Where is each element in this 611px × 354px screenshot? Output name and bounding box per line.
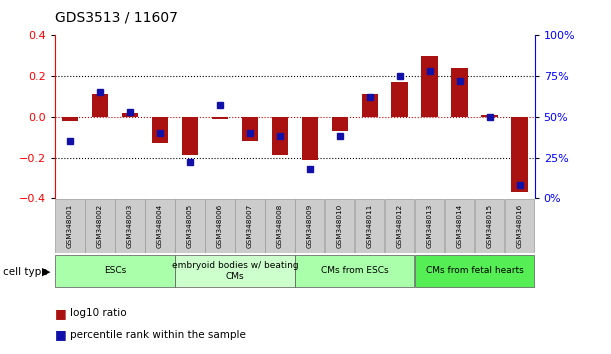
Bar (475, 199, 504, 252)
Text: GSM348004: GSM348004 (157, 204, 163, 248)
Text: GSM348001: GSM348001 (67, 204, 73, 248)
Bar (122, 113, 138, 117)
Text: ■: ■ (55, 328, 67, 341)
Bar (385, 199, 414, 252)
Bar (181, 117, 198, 155)
Text: GDS3513 / 11607: GDS3513 / 11607 (55, 11, 178, 25)
Text: percentile rank within the sample: percentile rank within the sample (70, 330, 246, 339)
Bar (92, 95, 108, 117)
Text: GSM348014: GSM348014 (456, 204, 463, 248)
Bar (325, 199, 354, 252)
Text: GSM348015: GSM348015 (486, 204, 492, 248)
Bar (62, 117, 78, 121)
Bar (86, 199, 115, 252)
Bar (152, 117, 168, 143)
Bar (265, 199, 295, 252)
Text: ESCs: ESCs (104, 266, 126, 275)
Text: GSM348006: GSM348006 (217, 204, 223, 248)
Text: GSM348005: GSM348005 (187, 204, 193, 248)
Bar (295, 255, 414, 287)
Text: CMs from ESCs: CMs from ESCs (321, 266, 389, 275)
Text: log10 ratio: log10 ratio (70, 308, 127, 318)
Bar (355, 199, 384, 252)
Text: GSM348011: GSM348011 (367, 204, 373, 248)
Text: GSM348002: GSM348002 (97, 204, 103, 248)
Bar (392, 82, 408, 117)
Bar (452, 68, 468, 117)
Text: GSM348016: GSM348016 (517, 204, 522, 248)
Text: CMs from fetal hearts: CMs from fetal hearts (426, 266, 524, 275)
Text: ▶: ▶ (42, 267, 50, 277)
Bar (145, 199, 175, 252)
Text: embryoid bodies w/ beating
CMs: embryoid bodies w/ beating CMs (172, 261, 298, 280)
Bar (211, 117, 228, 119)
Bar (55, 199, 85, 252)
Bar (235, 199, 265, 252)
Bar (205, 199, 235, 252)
Text: ■: ■ (55, 307, 67, 320)
Bar (271, 117, 288, 155)
Bar (445, 199, 474, 252)
Text: GSM348009: GSM348009 (307, 204, 313, 248)
Text: GSM348008: GSM348008 (277, 204, 283, 248)
Text: GSM348003: GSM348003 (127, 204, 133, 248)
Bar (115, 199, 145, 252)
Text: GSM348013: GSM348013 (426, 204, 433, 248)
Text: cell type: cell type (3, 267, 48, 277)
Bar (511, 117, 528, 192)
Text: GSM348010: GSM348010 (337, 204, 343, 248)
Text: GSM348007: GSM348007 (247, 204, 253, 248)
Bar (415, 255, 535, 287)
Text: GSM348012: GSM348012 (397, 204, 403, 248)
Bar (362, 95, 378, 117)
Bar (175, 199, 205, 252)
Bar (422, 56, 438, 117)
Bar (505, 199, 535, 252)
Bar (175, 255, 295, 287)
Bar (55, 255, 175, 287)
Bar (415, 199, 444, 252)
Bar (481, 115, 498, 117)
Bar (241, 117, 258, 141)
Bar (295, 199, 324, 252)
Bar (332, 117, 348, 131)
Bar (302, 117, 318, 160)
